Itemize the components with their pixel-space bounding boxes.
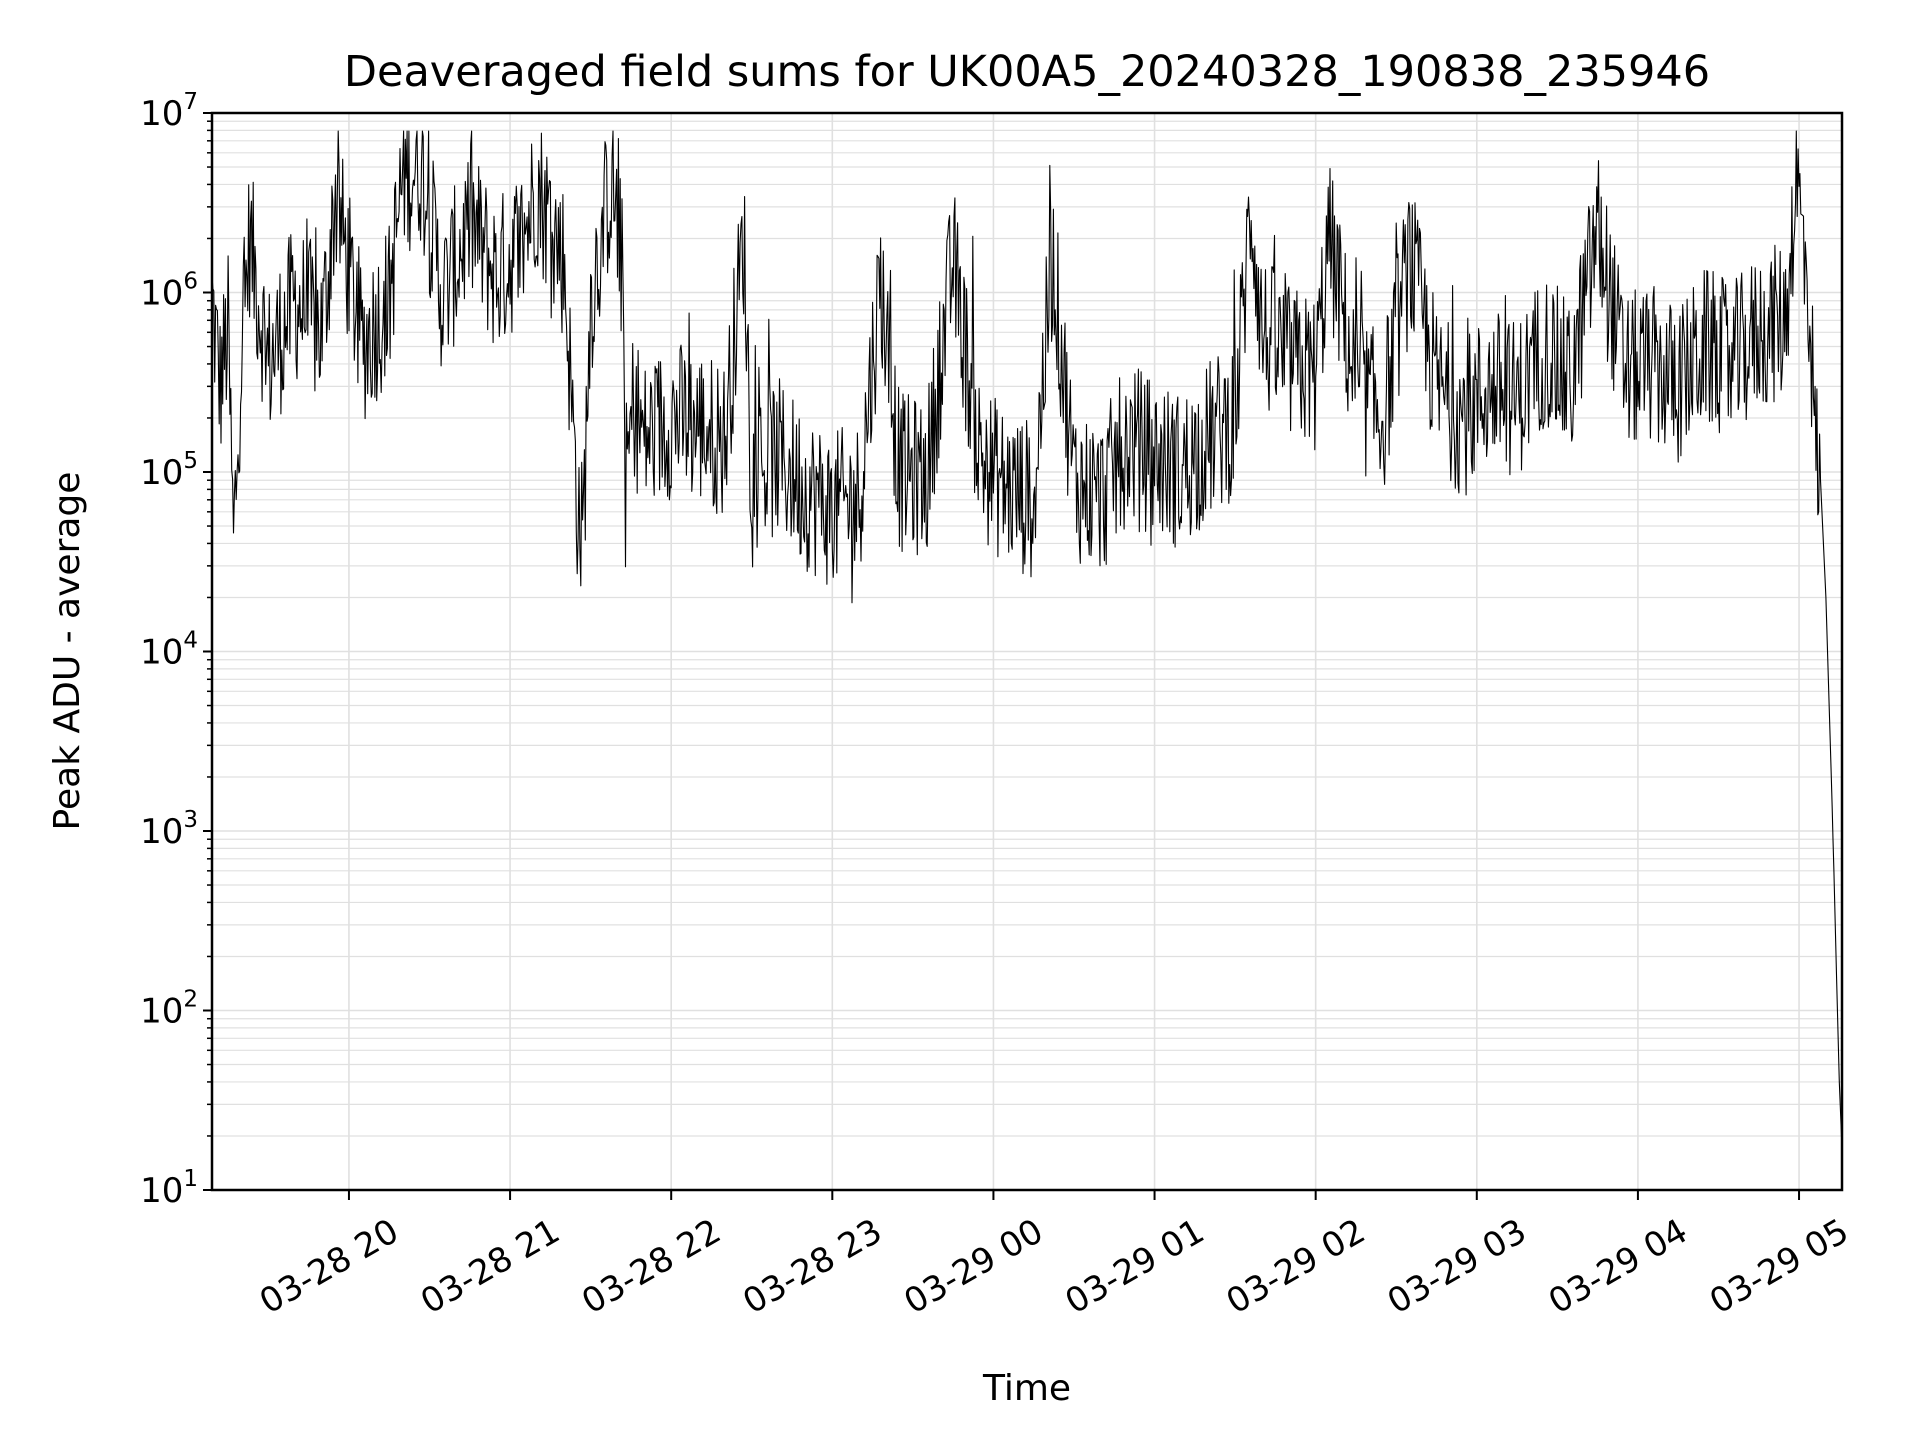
y-tick-label: 102 [140, 987, 198, 1032]
y-tick-label: 105 [140, 448, 198, 493]
y-axis: 101 102 103 104 105 106 107 [140, 89, 212, 1211]
y-tick-label: 103 [140, 807, 198, 852]
y-tick-label: 106 [140, 269, 198, 314]
y-tick-label: 101 [140, 1166, 198, 1211]
y-tick-label: 104 [140, 628, 198, 673]
y-tick-label: 107 [140, 89, 198, 134]
x-axis-label: Time [982, 1368, 1071, 1409]
y-axis-label: Peak ADU - average [47, 472, 88, 831]
series-layer [211, 130, 1843, 1149]
chart-title: Deaveraged field sums for UK00A5_2024032… [344, 47, 1710, 97]
series-line [211, 130, 1843, 1149]
